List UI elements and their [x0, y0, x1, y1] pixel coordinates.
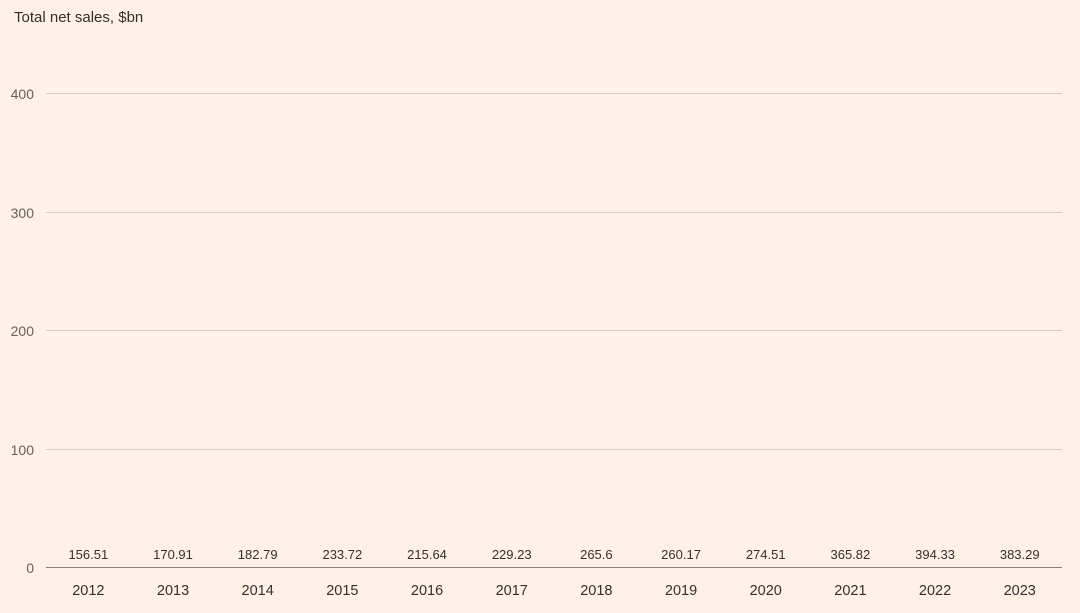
bar-group-2016: 215.64: [385, 547, 470, 568]
x-axis: 2012 2013 2014 2015 2016 2017 2018 2019 2020 2021…: [46, 568, 1062, 613]
gridline-y200: [46, 330, 1062, 331]
x-tick-label-2017: 2017: [495, 582, 528, 599]
gridlines-layer: 0 100 200 300 400: [11, 86, 1062, 576]
bar-value-label: 274.51: [745, 547, 786, 562]
x-tick-label-2016: 2016: [410, 582, 444, 599]
bar-value-label: 182.79: [237, 547, 278, 562]
chart-title: Total net sales, $bn: [14, 9, 144, 26]
bar-value-label: 394.33: [915, 547, 955, 562]
bar-value-label: 156.51: [68, 547, 109, 562]
bar-group-2020: 274.51: [723, 547, 808, 568]
x-tick-label-2013: 2013: [156, 582, 190, 599]
y-tick-label: 300: [10, 204, 34, 221]
bar-group-2018: 265.6: [554, 547, 639, 568]
bars-row: 156.51 170.91 182.79 233.72 215.64 229.23 265.…: [46, 94, 1062, 568]
bar-group-2017: 229.23: [469, 547, 554, 568]
x-tick-label-2018: 2018: [580, 582, 613, 599]
bar-value-label: 383.29: [999, 547, 1040, 562]
x-tick-label-2012: 2012: [72, 582, 105, 599]
x-tick-label-2021: 2021: [834, 582, 867, 599]
bar-value-label: 229.23: [491, 547, 532, 562]
x-tick-label-2014: 2014: [241, 582, 274, 599]
y-tick-label: 400: [10, 86, 34, 102]
gridline-y0: [46, 567, 1062, 568]
bar-value-label: 365.82: [830, 547, 871, 562]
x-tick-label-2023: 2023: [1003, 582, 1036, 599]
gridline-y400: [46, 93, 1062, 94]
x-tick-label-2022: 2022: [918, 582, 952, 599]
y-tick-label: 200: [10, 323, 34, 339]
bar-group-2022: 394.33: [893, 547, 978, 568]
x-tick-label-2015: 2015: [326, 582, 359, 599]
bar-group-2023: 383.29: [977, 547, 1062, 568]
bar-group-2012: 156.51: [46, 547, 131, 568]
y-tick-label: 0: [26, 560, 34, 576]
bar-group-2015: 233.72: [300, 547, 385, 568]
bar-group-2021: 365.82: [808, 547, 893, 568]
y-tick-label: 100: [10, 441, 34, 458]
bar-value-label: 265.6: [580, 547, 613, 562]
x-tick-label-2019: 2019: [664, 582, 698, 599]
bar-group-2019: 260.17: [639, 547, 724, 568]
plot-area: 0 100 200 300 400 156.51 170.91 182.79 233.72 21…: [11, 86, 1062, 576]
bar-group-2013: 170.91: [131, 547, 216, 568]
bar-group-2014: 182.79: [215, 547, 300, 568]
x-tick-label-2020: 2020: [749, 582, 782, 599]
bar-value-label: 260.17: [661, 547, 701, 562]
bar-value-label: 233.72: [322, 547, 363, 562]
gridline-y100: [46, 448, 1062, 450]
bar-value-label: 215.64: [407, 547, 447, 562]
bar-value-label: 170.91: [153, 547, 193, 562]
gridline-y300: [46, 211, 1062, 213]
